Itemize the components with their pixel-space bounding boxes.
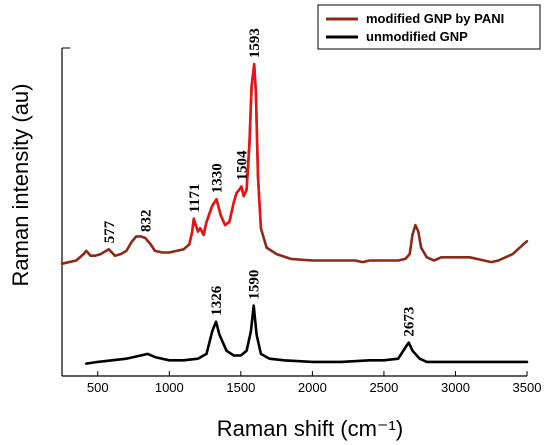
series-line-0	[60, 62, 529, 266]
x-tick-label-3500: 3500	[513, 380, 542, 395]
peak-label-1326: 1326	[209, 285, 225, 316]
series-highlight-0	[188, 62, 263, 245]
legend-label-modified: modified GNP by PANI	[366, 11, 504, 26]
legend-label-unmodified: unmodified GNP	[366, 29, 468, 44]
x-tick-label-1500: 1500	[226, 380, 255, 395]
legend: modified GNP by PANI unmodified GNP	[317, 4, 541, 50]
series-line-1	[85, 304, 529, 365]
legend-box	[317, 4, 541, 50]
peak-label-2673: 2673	[402, 307, 418, 337]
x-axis-title: Raman shift (cm⁻¹)	[217, 416, 403, 441]
x-tick-label-3000: 3000	[441, 380, 470, 395]
annotation-layer: 577 832 1171 1330 1504 1593 1326 1590 2673	[102, 28, 418, 337]
peak-label-832: 832	[138, 210, 154, 233]
x-tick-label-2500: 2500	[369, 380, 398, 395]
x-tick-label-500: 500	[87, 380, 109, 395]
y-axis-title: Raman intensity (au)	[8, 84, 33, 287]
peak-label-577: 577	[102, 220, 118, 243]
peak-label-1593: 1593	[247, 28, 263, 58]
series-layer	[60, 62, 529, 365]
peak-label-1171: 1171	[187, 184, 203, 213]
peak-label-1330: 1330	[210, 163, 226, 193]
x-tick-label-1000: 1000	[155, 380, 184, 395]
x-tick-label-2000: 2000	[298, 380, 327, 395]
peak-label-1504: 1504	[234, 150, 250, 181]
plot-area: 500 1000 1500 2000 2500 3000 3500	[61, 47, 542, 395]
peak-label-1590: 1590	[247, 270, 263, 300]
